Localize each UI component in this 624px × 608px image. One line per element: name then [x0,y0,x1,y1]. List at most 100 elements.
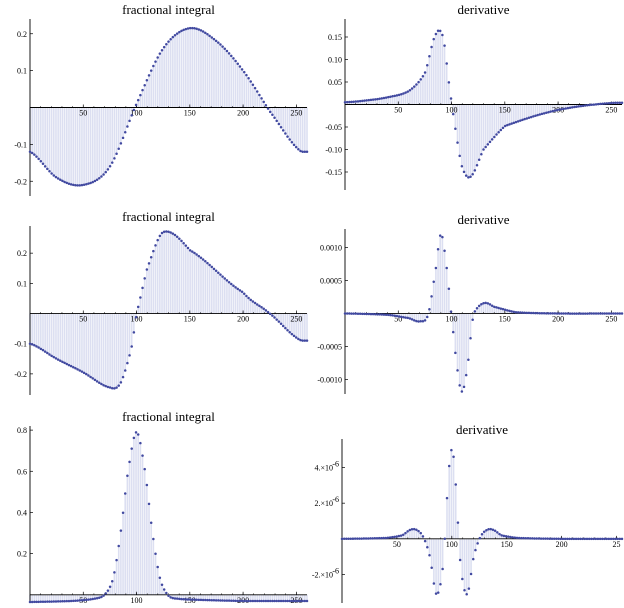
data-point [497,130,500,134]
data-point [374,98,377,101]
data-point [50,172,53,175]
data-point [540,112,544,116]
data-point [234,286,237,289]
data-point [247,77,250,80]
data-point [175,597,179,600]
data-point [521,311,524,314]
data-point [410,318,414,321]
data-point [123,369,127,372]
data-point [139,93,142,97]
data-point [93,378,97,382]
data-point [605,102,609,105]
data-point [454,351,457,355]
data-point [69,364,73,368]
data-point [180,29,183,33]
data-point [240,68,244,71]
data-point [67,599,71,603]
data-point [415,528,418,532]
data-point [227,599,231,602]
data-point [80,183,84,187]
x-tick-label: 50 [394,314,402,323]
data-point [404,316,407,319]
data-point [115,152,118,156]
data-point [542,112,546,115]
data-point [438,29,442,33]
data-point [171,596,175,600]
data-point [193,27,196,30]
data-point [378,97,381,101]
data-point [46,351,49,355]
data-point [406,530,409,533]
data-point [104,384,107,388]
data-point [516,120,520,123]
data-point [238,65,242,68]
data-point [570,537,573,541]
data-point [441,235,444,239]
data-point [134,431,138,434]
data-point [180,597,183,601]
data-point [520,536,523,540]
data-point [223,47,227,50]
data-point [258,304,261,308]
data-point [415,83,418,86]
data-point [223,599,227,602]
data-point [594,537,597,541]
data-point [426,546,429,549]
data-point [471,173,474,176]
data-point [391,95,394,98]
data-point [182,241,185,245]
data-point [74,183,77,187]
data-point [568,312,572,315]
data-point [281,129,285,132]
data-point [221,599,224,602]
data-point [294,145,298,149]
data-point [603,102,606,105]
data-point [143,83,146,87]
data-point [160,48,164,52]
data-point [397,93,401,97]
data-point [48,170,51,173]
data-point [545,111,548,115]
data-point [471,318,474,321]
data-point [195,598,198,602]
data-point [186,246,190,250]
data-point [551,312,554,315]
y-tick-label: 4.×10 [314,464,333,473]
data-point [30,151,34,155]
x-tick-label: 200 [237,109,249,118]
data-point [136,433,140,436]
data-point [592,537,595,541]
data-point [562,312,565,315]
data-point [493,305,496,309]
data-point [74,599,77,602]
data-point [219,43,222,46]
y-tick-label: 0.1 [17,67,27,76]
data-point [555,312,559,315]
data-point [487,528,490,531]
data-point [614,101,617,105]
data-point [550,537,554,540]
data-point [154,60,157,63]
data-point [232,57,235,60]
data-point [480,153,483,156]
data-point [449,310,453,313]
data-point [232,599,235,603]
data-point [182,28,185,32]
data-point [212,267,216,271]
data-point [564,312,567,315]
data-point [618,537,622,541]
data-point [391,314,394,317]
data-point [253,301,257,305]
data-point [577,537,580,541]
data-point [539,537,543,540]
y-tick-label: 0.15 [328,33,342,42]
data-point [305,339,309,342]
data-point [284,326,287,330]
data-point [255,90,259,93]
data-point [609,537,613,541]
x-tick-label: 100 [446,314,458,323]
data-point [195,27,198,31]
data-point [292,599,296,603]
data-point [614,537,617,541]
data-point [404,91,407,94]
